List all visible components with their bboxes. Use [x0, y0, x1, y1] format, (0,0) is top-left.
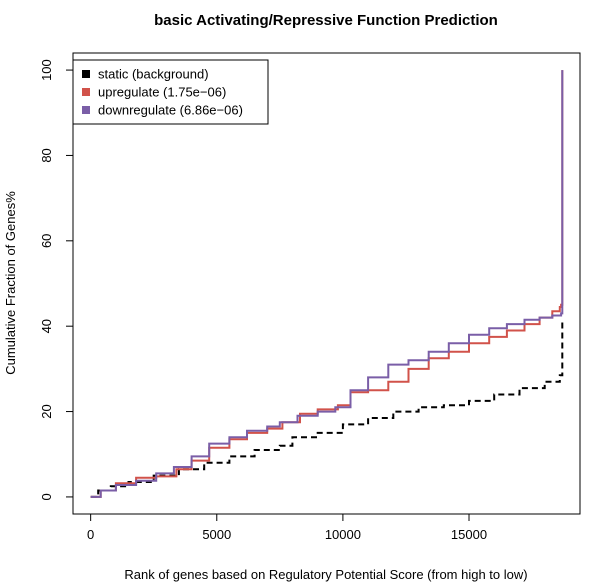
series-layer [90, 70, 564, 498]
y-tick-label: 100 [39, 59, 54, 81]
chart-title: basic Activating/Repressive Function Pre… [154, 12, 498, 29]
legend-swatch [82, 106, 90, 114]
legend: static (background) upregulate (1.75e−06)… [72, 59, 269, 125]
y-tick-label: 40 [39, 319, 54, 333]
plot-frame [72, 52, 581, 515]
x-tick-label: 10000 [325, 527, 361, 542]
series-line [90, 70, 564, 498]
legend-swatch [82, 70, 90, 78]
y-axis: 0 20 40 60 80 100 [39, 59, 73, 501]
y-tick-label: 80 [39, 148, 54, 162]
legend-label: static (background) [98, 67, 209, 82]
y-tick-label: 20 [39, 404, 54, 418]
y-axis-label: Cumulative Fraction of Genes% [3, 191, 18, 375]
x-axis: 0 5000 10000 15000 [87, 514, 487, 542]
legend-label: downregulate (6.86e−06) [98, 103, 243, 118]
x-tick-label: 5000 [202, 527, 231, 542]
series-line [90, 70, 564, 498]
legend-swatch [82, 88, 90, 96]
x-tick-label: 0 [87, 527, 94, 542]
y-tick-label: 0 [39, 493, 54, 500]
y-tick-label: 60 [39, 234, 54, 248]
x-tick-label: 15000 [451, 527, 487, 542]
legend-label: upregulate (1.75e−06) [98, 85, 226, 100]
legend-box [72, 59, 269, 125]
x-axis-label: Rank of genes based on Regulatory Potent… [124, 567, 527, 582]
series-line [90, 319, 564, 498]
